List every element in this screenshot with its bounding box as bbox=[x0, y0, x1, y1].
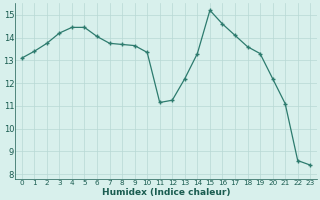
X-axis label: Humidex (Indice chaleur): Humidex (Indice chaleur) bbox=[102, 188, 230, 197]
